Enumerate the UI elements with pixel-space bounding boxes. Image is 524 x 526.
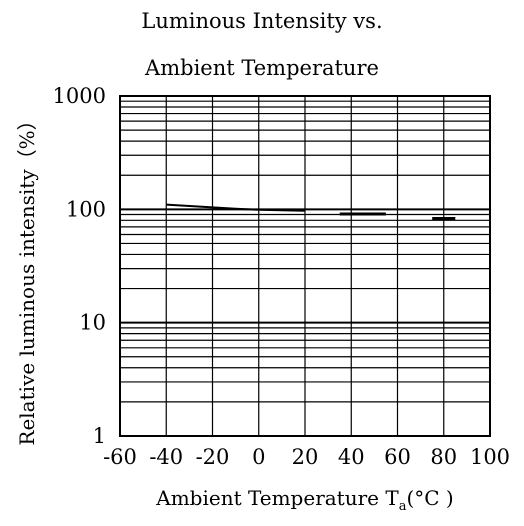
series-layer: [166, 203, 456, 220]
y-tick-label: 100: [66, 197, 106, 221]
x-tick-label: -20: [196, 445, 230, 469]
y-axis-label: Relative luminous intensity（%）: [15, 110, 39, 445]
x-axis-label-main: Ambient Temperature T: [155, 486, 399, 510]
y-tick-label: 1000: [53, 84, 106, 108]
x-axis-label-subscript: a: [399, 499, 407, 514]
x-tick-label: 100: [470, 445, 510, 469]
y-tick-labels: 1 10 100 1000: [53, 84, 106, 448]
x-tick-label: 0: [252, 445, 265, 469]
y-tick-label: 10: [79, 311, 106, 335]
x-tick-label: 40: [338, 445, 365, 469]
chart-title-line-1: Luminous Intensity vs.: [141, 9, 382, 33]
x-axis-label: Ambient Temperature Ta(°C ): [155, 486, 453, 514]
x-tick-label: 60: [384, 445, 411, 469]
plot-frame: [119, 95, 491, 437]
series-line: [166, 203, 306, 212]
x-tick-label: -60: [103, 445, 137, 469]
x-tick-labels: -60 -40 -20 0 20 40 60 80 100: [103, 445, 510, 469]
x-tick-label: 20: [292, 445, 319, 469]
grid: [120, 96, 490, 436]
y-tick-label: 1: [93, 424, 106, 448]
x-tick-label: -40: [149, 445, 183, 469]
chart-title-line-2: Ambient Temperature: [144, 56, 379, 80]
x-axis-label-unit: (°C ): [406, 486, 453, 510]
x-tick-label: 80: [430, 445, 457, 469]
